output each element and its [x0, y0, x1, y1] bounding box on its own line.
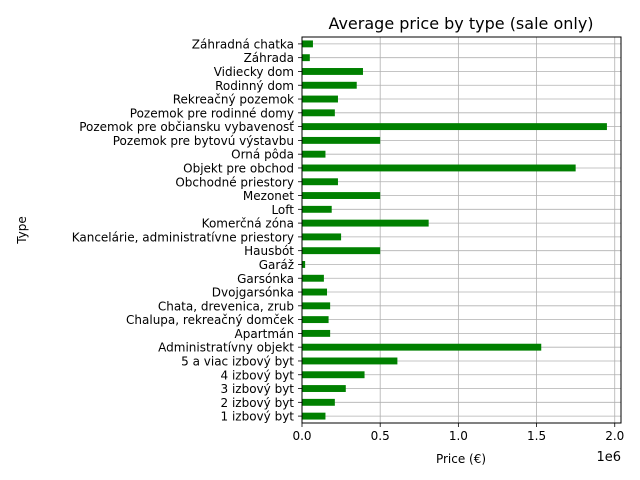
bar: [302, 316, 329, 324]
bar: [302, 219, 429, 227]
x-tick-label: 2.0: [605, 429, 624, 443]
y-tick-label: Pozemok pre občiansku vybavenosť: [79, 120, 294, 134]
bar: [302, 357, 398, 365]
y-tick-label: 5 a viac izbový byt: [181, 354, 294, 368]
x-axis-offset-label: 1e6: [596, 450, 621, 465]
x-tick-label: 1.5: [527, 429, 546, 443]
bars: [302, 40, 607, 420]
bar: [302, 68, 363, 75]
x-tick-label: 0.5: [371, 429, 390, 443]
bar: [302, 302, 331, 310]
y-tick-label: Pozemok pre bytovú výstavbu: [113, 134, 294, 148]
bar: [302, 385, 346, 392]
y-tick-label: Kancelárie, administratívne priestory: [72, 230, 294, 244]
bar: [302, 205, 332, 213]
y-tick-label: Apartmán: [235, 327, 294, 341]
bar: [302, 54, 310, 62]
bar: [302, 398, 335, 406]
bar: [302, 261, 306, 268]
plot-frame: [301, 36, 622, 424]
y-tick-label: Mezonet: [243, 189, 294, 203]
grid-lines: [301, 37, 621, 423]
y-tick-label: Orná pôda: [231, 148, 294, 162]
y-tick-label: Pozemok pre rodinné domy: [130, 106, 294, 120]
bar: [302, 178, 338, 186]
bar: [302, 371, 365, 379]
bar: [302, 233, 342, 241]
bar: [302, 81, 357, 89]
y-tick-label: Obchodné priestory: [175, 175, 294, 189]
y-tick-label: Komerčná zóna: [202, 217, 294, 231]
y-tick-label: Loft: [271, 203, 294, 217]
y-tick-label: Vidiecky dom: [214, 65, 294, 79]
bar: [302, 40, 313, 48]
y-tick-label: Dvojgarsónka: [212, 286, 294, 300]
x-axis-ticks: 0.0 0.5 1.0 1.5 2.0: [292, 423, 624, 443]
bar: [302, 123, 607, 131]
y-tick-label: Záhradná chatka: [192, 37, 294, 51]
x-tick-label: 0.0: [292, 429, 311, 443]
y-tick-label: Hausbót: [244, 244, 294, 258]
chart-title: Average price by type (sale only): [328, 14, 593, 33]
y-tick-label: 3 izbový byt: [221, 382, 295, 396]
bar: [302, 164, 576, 172]
y-tick-label: Rodinný dom: [215, 79, 294, 93]
y-tick-label: Záhrada: [244, 51, 294, 65]
bar: [302, 247, 381, 255]
y-tick-label: Administratívny objekt: [158, 341, 294, 355]
bar: [302, 136, 381, 144]
y-tick-label: 1 izbový byt: [221, 410, 295, 424]
bar: [302, 329, 331, 337]
x-tick-label: 1.0: [449, 429, 468, 443]
y-tick-label: Objekt pre obchod: [183, 161, 294, 175]
y-tick-label: Garáž: [259, 258, 294, 272]
bar: [302, 412, 326, 420]
y-axis-label: Type: [15, 216, 29, 245]
y-tick-label: Garsónka: [237, 272, 294, 286]
bar: [302, 150, 326, 158]
y-tick-label: Chalupa, rekreačný domček: [126, 313, 294, 327]
bar: [302, 109, 335, 117]
bar: [302, 288, 328, 296]
bar: [302, 95, 338, 103]
bar: [302, 192, 381, 199]
y-tick-label: 2 izbový byt: [221, 396, 295, 410]
y-tick-label: Rekreačný pozemok: [173, 93, 294, 107]
y-tick-label: Chata, drevenica, zrub: [158, 299, 294, 313]
x-axis-label: Price (€): [436, 452, 486, 466]
bar: [302, 274, 324, 282]
bar: [302, 343, 542, 351]
y-tick-label: 4 izbový byt: [221, 368, 295, 382]
